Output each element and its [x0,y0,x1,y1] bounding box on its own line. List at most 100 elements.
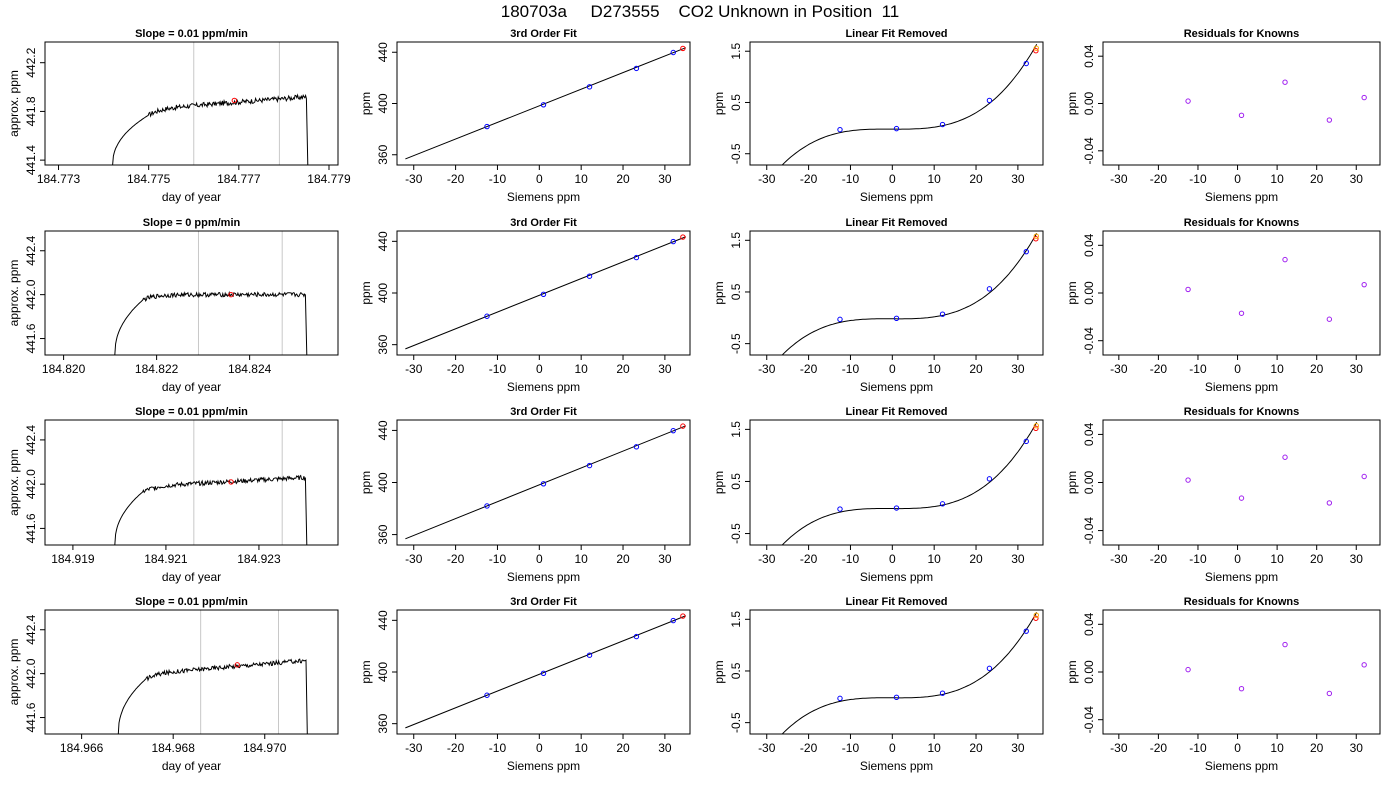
y-tick-label: 442.4 [24,614,38,644]
x-tick-label: 30 [1011,552,1025,566]
x-tick-label: -30 [1110,172,1128,186]
known-standard-point [586,652,593,658]
y-tick-label: 442.4 [24,425,38,455]
panel-3-3: Linear Fit Removed -30 -20 -10 0 10 20 30 -0.5 0.… [712,406,1044,584]
unknown-marker [234,662,240,668]
plot-area [781,44,1040,165]
y-tick-label: 400 [376,283,390,303]
y-tick-label: -0.04 [1082,137,1096,165]
residual-point [1282,79,1288,85]
y-axis-label: ppm [359,471,373,494]
known-standard-point [633,254,640,261]
y-tick-label: 441.6 [24,702,38,732]
known-standard-point [484,503,490,509]
x-tick-label: 30 [1011,172,1025,186]
unknown-point [1033,236,1039,242]
y-axis-label: approx. ppm [7,639,21,706]
unknown-point [680,45,686,52]
y-tick-label: 442.0 [24,469,38,499]
x-tick-label: -20 [447,362,465,376]
panel-1-3: Linear Fit Removed -30 -20 -10 0 10 20 30 -0.5 0.… [712,28,1044,204]
y-tick-label: -0.5 [729,712,743,733]
y-tick-label: 440 [376,420,390,440]
x-tick-label: 184.966 [60,741,104,755]
x-tick-label: -10 [489,362,507,376]
x-tick-label: -30 [758,172,776,186]
x-tick-label: -10 [1189,172,1207,186]
x-tick-label: 20 [969,741,983,755]
known-standard-point [1023,438,1029,445]
x-axis-label: day of year [162,380,221,394]
unknown-point [1033,425,1039,432]
y-axis-label: approx. ppm [7,70,21,137]
residual-curve [781,422,1038,545]
x-axis-label: Siemens ppm [507,570,580,584]
panel-title: Linear Fit Removed [845,28,947,40]
x-axis-label: Siemens ppm [1205,570,1278,584]
residual-point [1282,454,1288,460]
plot-area [781,422,1040,545]
x-tick-label: -20 [447,741,465,755]
known-standard-point [837,506,843,512]
x-tick-label: -20 [1150,552,1168,566]
x-tick-label: -10 [1189,552,1207,566]
x-tick-label: 20 [969,552,983,566]
residual-point [1238,685,1245,692]
y-axis-label: ppm [712,92,726,115]
x-tick-label: -20 [447,172,465,186]
x-tick-label: -30 [1110,362,1128,376]
x-tick-label: 10 [927,362,941,376]
x-tick-label: 0 [1234,552,1241,566]
panel-title: Residuals for Knowns [1184,406,1300,418]
x-tick-label: 20 [1310,741,1324,755]
known-standard-point [540,102,547,108]
residual-point [1185,98,1191,104]
x-axis-label: day of year [162,190,221,204]
x-tick-label: -10 [842,172,860,186]
x-tick-label: 30 [1350,362,1364,376]
panel-title: Residuals for Knowns [1184,28,1300,40]
panel-title: Slope = 0.01 ppm/min [135,28,248,40]
residual-point [1282,641,1288,648]
residual-point [1326,500,1333,506]
x-tick-label: 10 [927,552,941,566]
residual-point [1361,473,1367,480]
panel-title: Linear Fit Removed [845,596,947,608]
x-tick-label: -20 [1150,362,1168,376]
plot-frame [1102,41,1381,166]
x-tick-label: 30 [658,741,672,755]
y-axis-label: ppm [1065,92,1079,115]
known-standard-point [837,126,843,133]
y-tick-label: -0.04 [1082,517,1096,545]
x-tick-label: 0 [536,172,543,186]
plot-frame [749,609,1044,735]
x-tick-label: 0 [889,362,896,376]
panel-title: Slope = 0.01 ppm/min [135,596,248,608]
plot-frame [396,609,691,735]
x-tick-label: 30 [658,362,672,376]
y-tick-label: 0.5 [729,662,743,679]
y-tick-label: 1.5 [729,421,743,438]
known-standard-point [586,84,593,90]
plot-frame [1102,230,1381,356]
residual-point [1361,662,1367,668]
x-tick-label: 30 [658,552,672,566]
plot-area [114,231,308,355]
known-standard-point [986,476,993,482]
y-tick-label: 0.00 [1082,660,1096,684]
known-standard-point [939,121,946,128]
y-tick-label: 442.2 [24,47,38,77]
panel-title: Slope = 0.01 ppm/min [135,406,248,418]
residual-point [1238,495,1245,501]
y-tick-label: 442.4 [24,235,38,265]
panel-4-4: Residuals for Knowns -30 -20 -10 0 10 20 30 -0.0… [1065,596,1381,773]
known-standard-point [1023,628,1029,634]
y-tick-label: 0.5 [729,94,743,111]
y-axis-label: approx. ppm [7,260,21,327]
x-tick-label: 30 [658,172,672,186]
panel-title: 3rd Order Fit [510,406,577,418]
plot-area [112,42,309,165]
x-axis-label: day of year [162,570,221,584]
x-axis-label: Siemens ppm [860,190,933,204]
y-tick-label: 442.0 [24,658,38,688]
